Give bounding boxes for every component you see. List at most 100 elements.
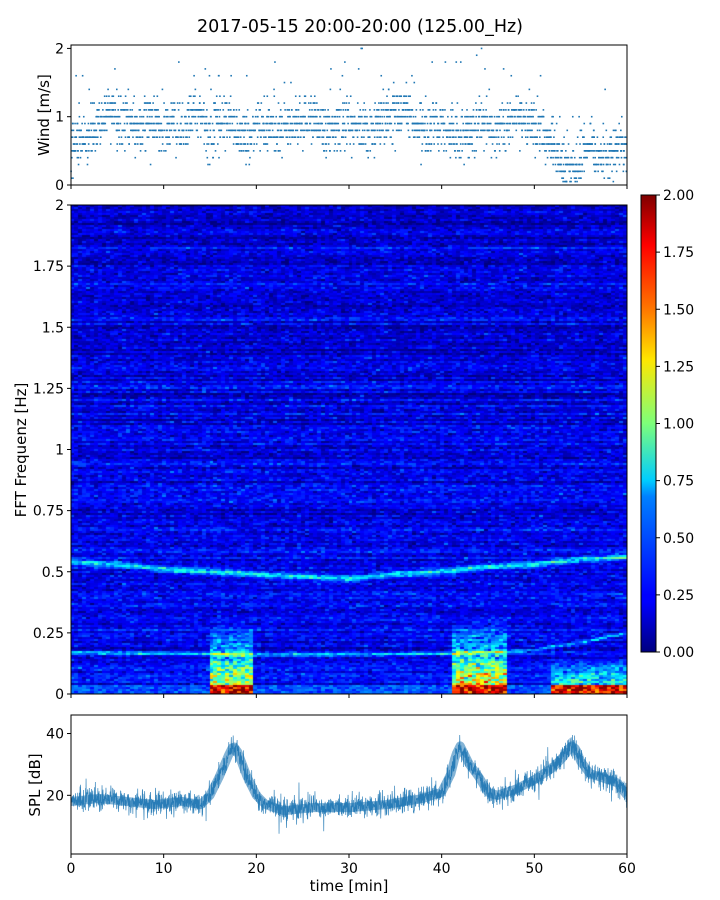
wind-point bbox=[597, 163, 600, 166]
wind-point bbox=[334, 115, 337, 118]
wind-point bbox=[310, 95, 312, 98]
wind-point bbox=[163, 129, 166, 132]
wind-point bbox=[203, 102, 205, 104]
wind-point bbox=[249, 156, 251, 159]
wind-point bbox=[122, 102, 125, 104]
wind-point bbox=[539, 143, 541, 145]
wind-point bbox=[430, 143, 433, 145]
wind-point bbox=[289, 129, 292, 132]
wind-point bbox=[126, 102, 128, 104]
wind-point bbox=[412, 129, 414, 132]
wind-point bbox=[367, 156, 369, 159]
wind-point bbox=[543, 129, 546, 132]
wind-point bbox=[151, 129, 154, 132]
wind-point bbox=[351, 115, 354, 118]
wind-point bbox=[397, 115, 400, 118]
wind-point bbox=[303, 136, 305, 138]
spectrogram-ytick-label: 1.5 bbox=[42, 320, 64, 336]
wind-point bbox=[187, 143, 189, 145]
wind-point bbox=[462, 143, 464, 145]
wind-point bbox=[518, 122, 521, 125]
wind-point bbox=[488, 115, 491, 118]
wind-point bbox=[469, 129, 472, 132]
wind-point bbox=[206, 143, 208, 145]
wind-point bbox=[313, 122, 315, 125]
wind-point bbox=[226, 136, 228, 138]
wind-point bbox=[209, 136, 211, 138]
wind-point bbox=[226, 122, 229, 125]
wind-point bbox=[104, 129, 106, 132]
wind-point bbox=[259, 150, 261, 152]
wind-point bbox=[123, 129, 126, 132]
wind-point bbox=[344, 109, 347, 111]
wind-point bbox=[380, 129, 383, 132]
wind-point bbox=[323, 129, 326, 132]
wind-point bbox=[497, 122, 500, 125]
wind-point bbox=[72, 150, 75, 152]
wind-point bbox=[297, 115, 300, 118]
wind-point bbox=[507, 109, 510, 111]
wind-point bbox=[409, 95, 411, 98]
wind-point bbox=[117, 95, 120, 98]
wind-point bbox=[499, 129, 501, 132]
wind-point bbox=[506, 102, 509, 104]
wind-point bbox=[459, 136, 461, 138]
wind-point bbox=[180, 136, 183, 138]
wind-point bbox=[155, 129, 157, 132]
wind-point bbox=[95, 136, 97, 138]
wind-point bbox=[280, 115, 283, 118]
wind-point bbox=[539, 122, 542, 125]
wind-point bbox=[350, 115, 353, 118]
wind-point bbox=[551, 122, 554, 125]
wind-point bbox=[449, 129, 452, 132]
wind-point bbox=[149, 163, 152, 166]
wind-point bbox=[284, 109, 286, 111]
wind-point bbox=[433, 122, 436, 125]
wind-point bbox=[142, 129, 144, 132]
wind-point bbox=[625, 143, 628, 145]
wind-point bbox=[502, 143, 505, 145]
spl-xtick-label: 10 bbox=[155, 861, 173, 877]
wind-point bbox=[616, 136, 619, 138]
wind-point bbox=[193, 74, 195, 77]
wind-point bbox=[221, 122, 224, 125]
wind-point bbox=[307, 129, 309, 132]
wind-point bbox=[258, 122, 261, 125]
wind-point bbox=[553, 129, 556, 132]
wind-point bbox=[224, 150, 227, 152]
wind-point bbox=[288, 115, 290, 118]
wind-point bbox=[448, 129, 450, 132]
wind-point bbox=[305, 129, 307, 132]
wind-point bbox=[398, 129, 401, 132]
wind-point bbox=[537, 122, 540, 125]
wind-point bbox=[392, 81, 395, 84]
wind-point bbox=[399, 122, 402, 125]
wind-point bbox=[549, 143, 552, 145]
spl-xtick-label: 20 bbox=[247, 861, 265, 877]
wind-point bbox=[584, 150, 586, 152]
wind-point bbox=[621, 136, 624, 138]
wind-ytick-label: 1 bbox=[55, 110, 64, 126]
wind-point bbox=[551, 115, 553, 118]
wind-point bbox=[279, 150, 281, 152]
wind-point bbox=[502, 68, 505, 70]
wind-point bbox=[90, 122, 92, 125]
wind-point bbox=[330, 68, 332, 70]
wind-point bbox=[117, 115, 119, 118]
wind-point bbox=[283, 129, 286, 132]
wind-point bbox=[396, 115, 398, 118]
wind-point bbox=[241, 150, 243, 152]
wind-point bbox=[559, 170, 561, 173]
wind-point bbox=[419, 122, 422, 125]
wind-point bbox=[359, 122, 362, 125]
wind-point bbox=[213, 109, 216, 111]
wind-point bbox=[315, 122, 317, 125]
wind-point bbox=[250, 143, 253, 145]
wind-point bbox=[361, 136, 363, 138]
wind-point bbox=[359, 143, 361, 145]
wind-point bbox=[570, 180, 572, 183]
wind-point bbox=[346, 95, 348, 98]
wind-point bbox=[205, 122, 208, 125]
wind-point bbox=[507, 122, 509, 125]
wind-point bbox=[508, 129, 510, 132]
